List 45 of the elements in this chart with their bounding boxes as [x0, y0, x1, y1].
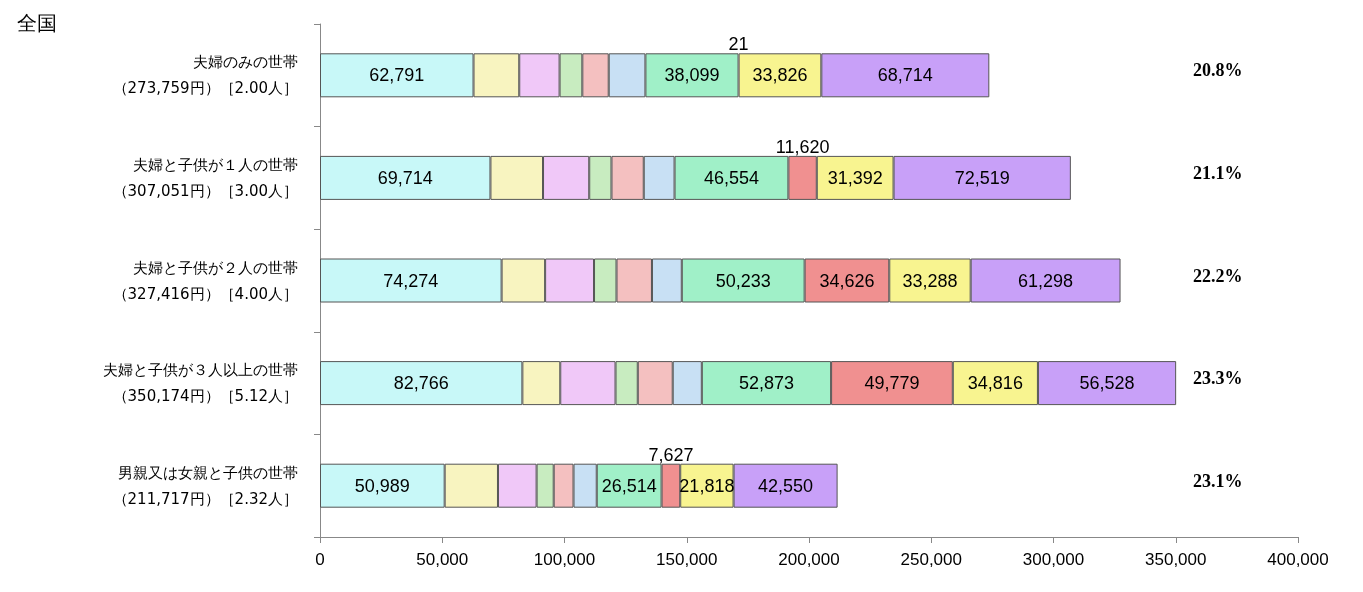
x-tick-label: 100,000: [533, 550, 596, 569]
y-tick-label: 夫婦と子供が３人以上の世帯（350,174円）［5.12人］: [103, 361, 298, 406]
data-label: 74,274: [383, 270, 439, 291]
data-label: 52,873: [738, 373, 794, 394]
data-label: 68,714: [877, 65, 933, 86]
data-label: 72,519: [954, 167, 1010, 188]
data-label: 38,099: [664, 65, 720, 86]
data-label: 62,791: [369, 65, 425, 86]
data-label: 50,989: [354, 475, 410, 496]
data-label: 61,298: [1018, 270, 1074, 291]
annotation: 20.8%: [1193, 60, 1243, 81]
data-label: 82,766: [393, 373, 449, 394]
data-label: 33,826: [752, 65, 808, 86]
text: 全国: [17, 11, 57, 35]
data-label: 34,816: [967, 373, 1023, 394]
data-label: 50,233: [715, 270, 771, 291]
x-tick-label: 50,000: [416, 550, 469, 569]
data-label: 11,620: [775, 136, 830, 157]
data-label: 56,528: [1079, 373, 1135, 394]
data-label: 42,550: [758, 475, 814, 496]
data-label: 31,392: [827, 167, 883, 188]
data-label: 46,554: [703, 167, 759, 188]
x-tick-label: 400,000: [1267, 550, 1329, 569]
x-tick-label: 350,000: [1145, 550, 1207, 569]
data-label: 21,818: [679, 475, 735, 496]
annotation: 23.3%: [1193, 368, 1243, 389]
data-label: 7,627: [648, 444, 694, 465]
data-label: 21: [728, 34, 749, 55]
y-tick-label: 男親又は女親と子供の世帯（211,717円）［2.32人］: [112, 463, 298, 508]
data-label: 34,626: [819, 270, 875, 291]
y-tick-label: 夫婦と子供が１人の世帯（307,051円）［3.00人］: [112, 155, 298, 200]
x-tick-label: 0: [315, 550, 325, 569]
x-tick-label: 300,000: [1022, 550, 1085, 569]
x-tick-label: 250,000: [900, 550, 962, 569]
y-tick-label: 夫婦と子供が２人の世帯（327,416円）［4.00人］: [112, 258, 298, 303]
data-label: 69,714: [377, 167, 433, 188]
data-label: 26,514: [601, 475, 657, 496]
data-label: 49,779: [864, 373, 920, 394]
x-tick-label: 150,000: [656, 550, 718, 569]
data-label: 33,288: [902, 270, 958, 291]
y-tick-label: 夫婦のみの世帯（273,759円）［2.00人］: [112, 53, 298, 98]
annotation: 22.2%: [1193, 265, 1243, 286]
annotation: 23.1%: [1193, 470, 1243, 491]
x-tick-label: 200,000: [778, 550, 840, 569]
annotation: 21.1%: [1193, 162, 1243, 183]
